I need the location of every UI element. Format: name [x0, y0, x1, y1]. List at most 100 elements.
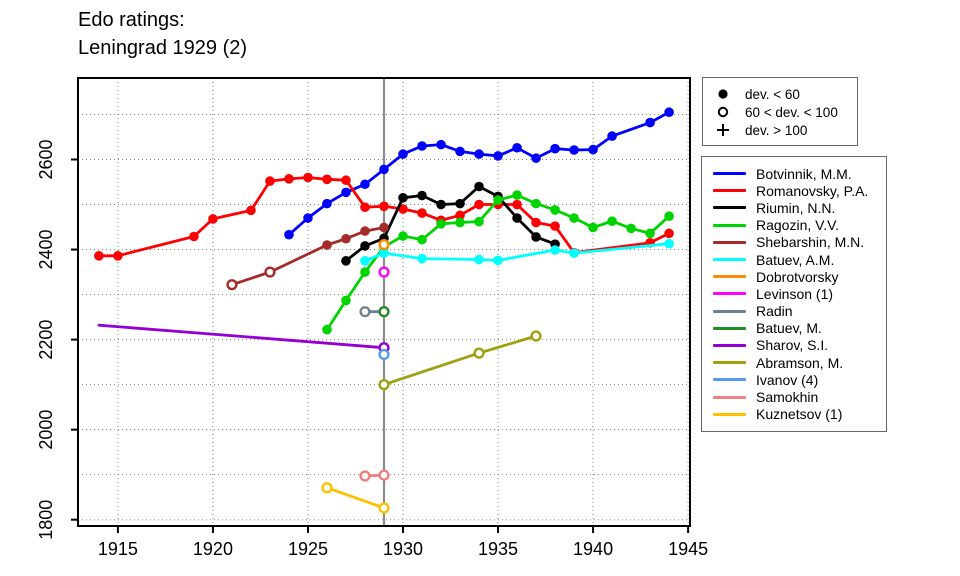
legend-color-line: [713, 378, 746, 382]
y-tick-label-2600: 2600: [36, 139, 56, 179]
data-point-ragozin-v-v-1940: [588, 222, 598, 233]
data-point-botvinnik-m-m-1925: [303, 213, 313, 223]
data-point-batuev-a-m-1928: [360, 256, 370, 266]
legend-color-line: [713, 172, 746, 176]
legend-item-samokhin: Samokhin: [702, 388, 886, 405]
data-point-radin-1928: [359, 306, 371, 318]
data-point-batuev-a-m-1931: [417, 253, 427, 264]
data-point-ragozin-v-v-1944: [664, 211, 674, 222]
data-point-botvinnik-m-m-1937: [531, 153, 541, 163]
data-point-botvinnik-m-m-1926: [322, 198, 332, 209]
legend-item-sharov: Sharov, S.I.: [702, 337, 886, 354]
data-point-abramson-m-1929: [378, 379, 390, 391]
data-point-romanovsky-p-a-1929: [379, 201, 389, 212]
data-point-ivanov-4-1929: [378, 348, 390, 361]
legend-item-batuev-am: Batuev, A.M.: [702, 251, 886, 268]
deviation-legend-label: dev. < 60: [745, 86, 800, 102]
legend-label: Abramson, M.: [756, 354, 844, 371]
data-point-ragozin-v-v-1937: [531, 198, 541, 209]
data-point-botvinnik-m-m-1939: [569, 145, 579, 155]
data-point-ragozin-v-v-1938: [550, 205, 560, 215]
data-point-ragozin-v-v-1943: [645, 228, 655, 239]
data-point-riumin-n-n-1927: [341, 256, 351, 266]
data-point-botvinnik-m-m-1938: [550, 143, 560, 154]
data-point-romanovsky-p-a-1937: [531, 217, 541, 228]
data-point-riumin-n-n-1932: [436, 199, 446, 210]
data-point-ragozin-v-v-1934: [474, 216, 484, 227]
legend-label: Batuev, M.: [756, 320, 822, 337]
data-point-ragozin-v-v-1942: [626, 223, 636, 234]
legend-item-kuznetsov: Kuznetsov (1): [702, 406, 886, 423]
x-tick-label-1915: 1915: [98, 539, 138, 559]
data-point-romanovsky-p-a-1944: [664, 228, 674, 239]
legend-label: Ivanov (4): [756, 371, 819, 388]
legend-label: Romanovsky, P.A.: [756, 182, 869, 199]
data-point-dobrotvorsky-1929: [378, 238, 390, 251]
chart-title-line-2: Leningrad 1929 (2): [78, 37, 248, 59]
data-point-shebarshin-m-n-1923: [264, 266, 276, 278]
data-point-riumin-n-n-1933: [455, 198, 465, 209]
data-point-batuev-a-m-1939: [569, 248, 579, 258]
legend-label: Samokhin: [756, 389, 819, 406]
y-tick-label-2400: 2400: [36, 229, 56, 269]
data-point-romanovsky-p-a-1922: [246, 205, 256, 216]
deviation-legend: dev. < 60 60 < dev. < 100 dev. > 100: [702, 77, 858, 146]
legend-label: Batuev, A.M.: [756, 251, 835, 268]
legend-label: Ragozin, V.V.: [756, 217, 840, 234]
data-point-abramson-m-1937: [530, 330, 542, 342]
data-point-romanovsky-p-a-1924: [284, 174, 294, 184]
y-tick-label-2000: 2000: [36, 410, 56, 450]
data-point-romanovsky-p-a-1930: [398, 204, 408, 214]
data-point-botvinnik-m-m-1941: [607, 131, 617, 141]
legend-label: Radin: [756, 303, 793, 320]
legend-item-botvinnik: Botvinnik, M.M.: [702, 165, 886, 182]
legend-item-radin: Radin: [702, 303, 886, 320]
legend-item-ivanov: Ivanov (4): [702, 371, 886, 388]
legend-label: Botvinnik, M.M.: [756, 165, 852, 182]
data-point-botvinnik-m-m-1927: [341, 187, 351, 198]
data-point-romanovsky-p-a-1931: [417, 208, 427, 218]
legend-label: Kuznetsov (1): [756, 406, 843, 423]
legend-color-line: [713, 292, 746, 296]
x-tick-label-1945: 1945: [668, 539, 708, 559]
data-point-botvinnik-m-m-1940: [588, 144, 598, 155]
legend-color-line: [713, 309, 746, 313]
x-tick-label-1940: 1940: [573, 539, 613, 559]
data-point-romanovsky-p-a-1925: [303, 172, 313, 183]
legend-item-dobrotvorsky: Dobrotvorsky: [702, 268, 886, 285]
legend-label: Riumin, N.N.: [756, 199, 836, 216]
x-tick-label-1930: 1930: [383, 539, 423, 559]
data-point-botvinnik-m-m-1924: [284, 229, 294, 240]
data-point-botvinnik-m-m-1944: [664, 107, 674, 118]
series-line-sharov-s-i: [97, 323, 386, 350]
data-point-shebarshin-m-n-1921: [226, 279, 238, 291]
y-tick-label-1800: 1800: [36, 500, 56, 540]
data-point-shebarshin-m-n-1926: [322, 240, 332, 250]
data-point-riumin-n-n-1928: [360, 241, 370, 251]
legend-color-line: [713, 275, 746, 279]
data-point-botvinnik-m-m-1943: [645, 117, 655, 128]
data-point-ragozin-v-v-1939: [569, 213, 579, 223]
data-point-shebarshin-m-n-1928: [360, 226, 370, 236]
data-point-riumin-n-n-1936: [512, 213, 522, 223]
legend-item-batuev-m: Batuev, M.: [702, 320, 886, 337]
data-point-romanovsky-p-a-1928: [360, 202, 370, 213]
data-point-samokhin-1928: [359, 470, 371, 482]
legend-label: Dobrotvorsky: [756, 268, 839, 285]
data-point-ragozin-v-v-1941: [607, 216, 617, 226]
legend-color-line: [713, 258, 746, 262]
x-tick-label-1920: 1920: [193, 539, 233, 559]
data-point-ragozin-v-v-1935: [493, 195, 503, 205]
series-line-kuznetsov-1: [325, 486, 386, 510]
legend-color-line: [713, 361, 746, 365]
legend-color-line: [713, 189, 746, 193]
data-point-botvinnik-m-m-1930: [398, 149, 408, 159]
data-point-riumin-n-n-1930: [398, 192, 408, 203]
filled-circle-icon: [718, 89, 728, 99]
deviation-legend-row: dev. > 100: [703, 121, 857, 139]
data-point-botvinnik-m-m-1936: [512, 142, 522, 153]
data-point-batuev-a-m-1944: [664, 238, 674, 249]
y-tick-label-2200: 2200: [36, 320, 56, 360]
